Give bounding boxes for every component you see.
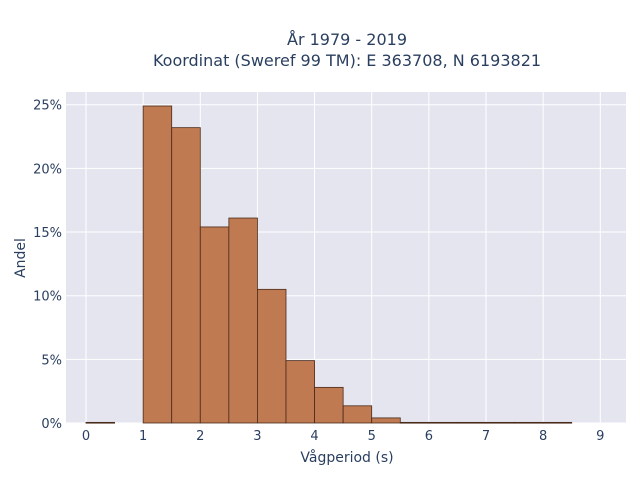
histogram-bar <box>342 405 373 424</box>
y-tick-label: 15% <box>33 226 62 241</box>
x-tick-label: 3 <box>253 429 261 444</box>
histogram-bar <box>257 288 287 424</box>
x-tick-label: 6 <box>425 429 433 444</box>
histogram-bar <box>371 417 401 424</box>
y-tick-label: 10% <box>33 290 62 305</box>
histogram-bar <box>428 421 458 424</box>
x-tick-label: 4 <box>310 429 318 444</box>
histogram-bar <box>314 386 344 424</box>
histogram-bar <box>485 421 515 424</box>
y-axis-label: Andel <box>13 238 29 278</box>
x-tick-label: 1 <box>139 429 147 444</box>
x-tick-label: 7 <box>482 429 490 444</box>
histogram-bar <box>199 226 230 424</box>
histogram-bar <box>457 421 487 424</box>
x-tick-label: 2 <box>196 429 204 444</box>
histogram-bar <box>85 421 115 424</box>
y-tick-label: 25% <box>33 99 62 114</box>
histogram-bar <box>514 421 544 424</box>
histogram-bar <box>285 360 315 424</box>
y-tick-label: 20% <box>33 162 62 177</box>
histogram-bar <box>171 127 201 424</box>
bar-layer <box>85 105 573 424</box>
x-axis-label: Vågperiod (s) <box>300 449 393 466</box>
x-tick-label: 9 <box>596 429 604 444</box>
histogram-bar <box>542 421 573 424</box>
chart-title-line-1: År 1979 - 2019 <box>287 30 407 49</box>
y-tick-label: 0% <box>41 417 62 432</box>
x-tick-label: 8 <box>539 429 547 444</box>
histogram-bar <box>399 421 430 424</box>
tick-layer: 0 1 2 3 4 5 6 7 8 9 0% 5% 10% 15% 20% 25% <box>33 99 604 444</box>
y-tick-label: 5% <box>41 353 62 368</box>
chart-title-line-2: Koordinat (Sweref 99 TM): E 363708, N 61… <box>153 51 541 70</box>
x-tick-label: 0 <box>82 429 90 444</box>
histogram-bar <box>228 217 258 424</box>
histogram-bar <box>142 105 173 424</box>
x-tick-label: 5 <box>368 429 376 444</box>
